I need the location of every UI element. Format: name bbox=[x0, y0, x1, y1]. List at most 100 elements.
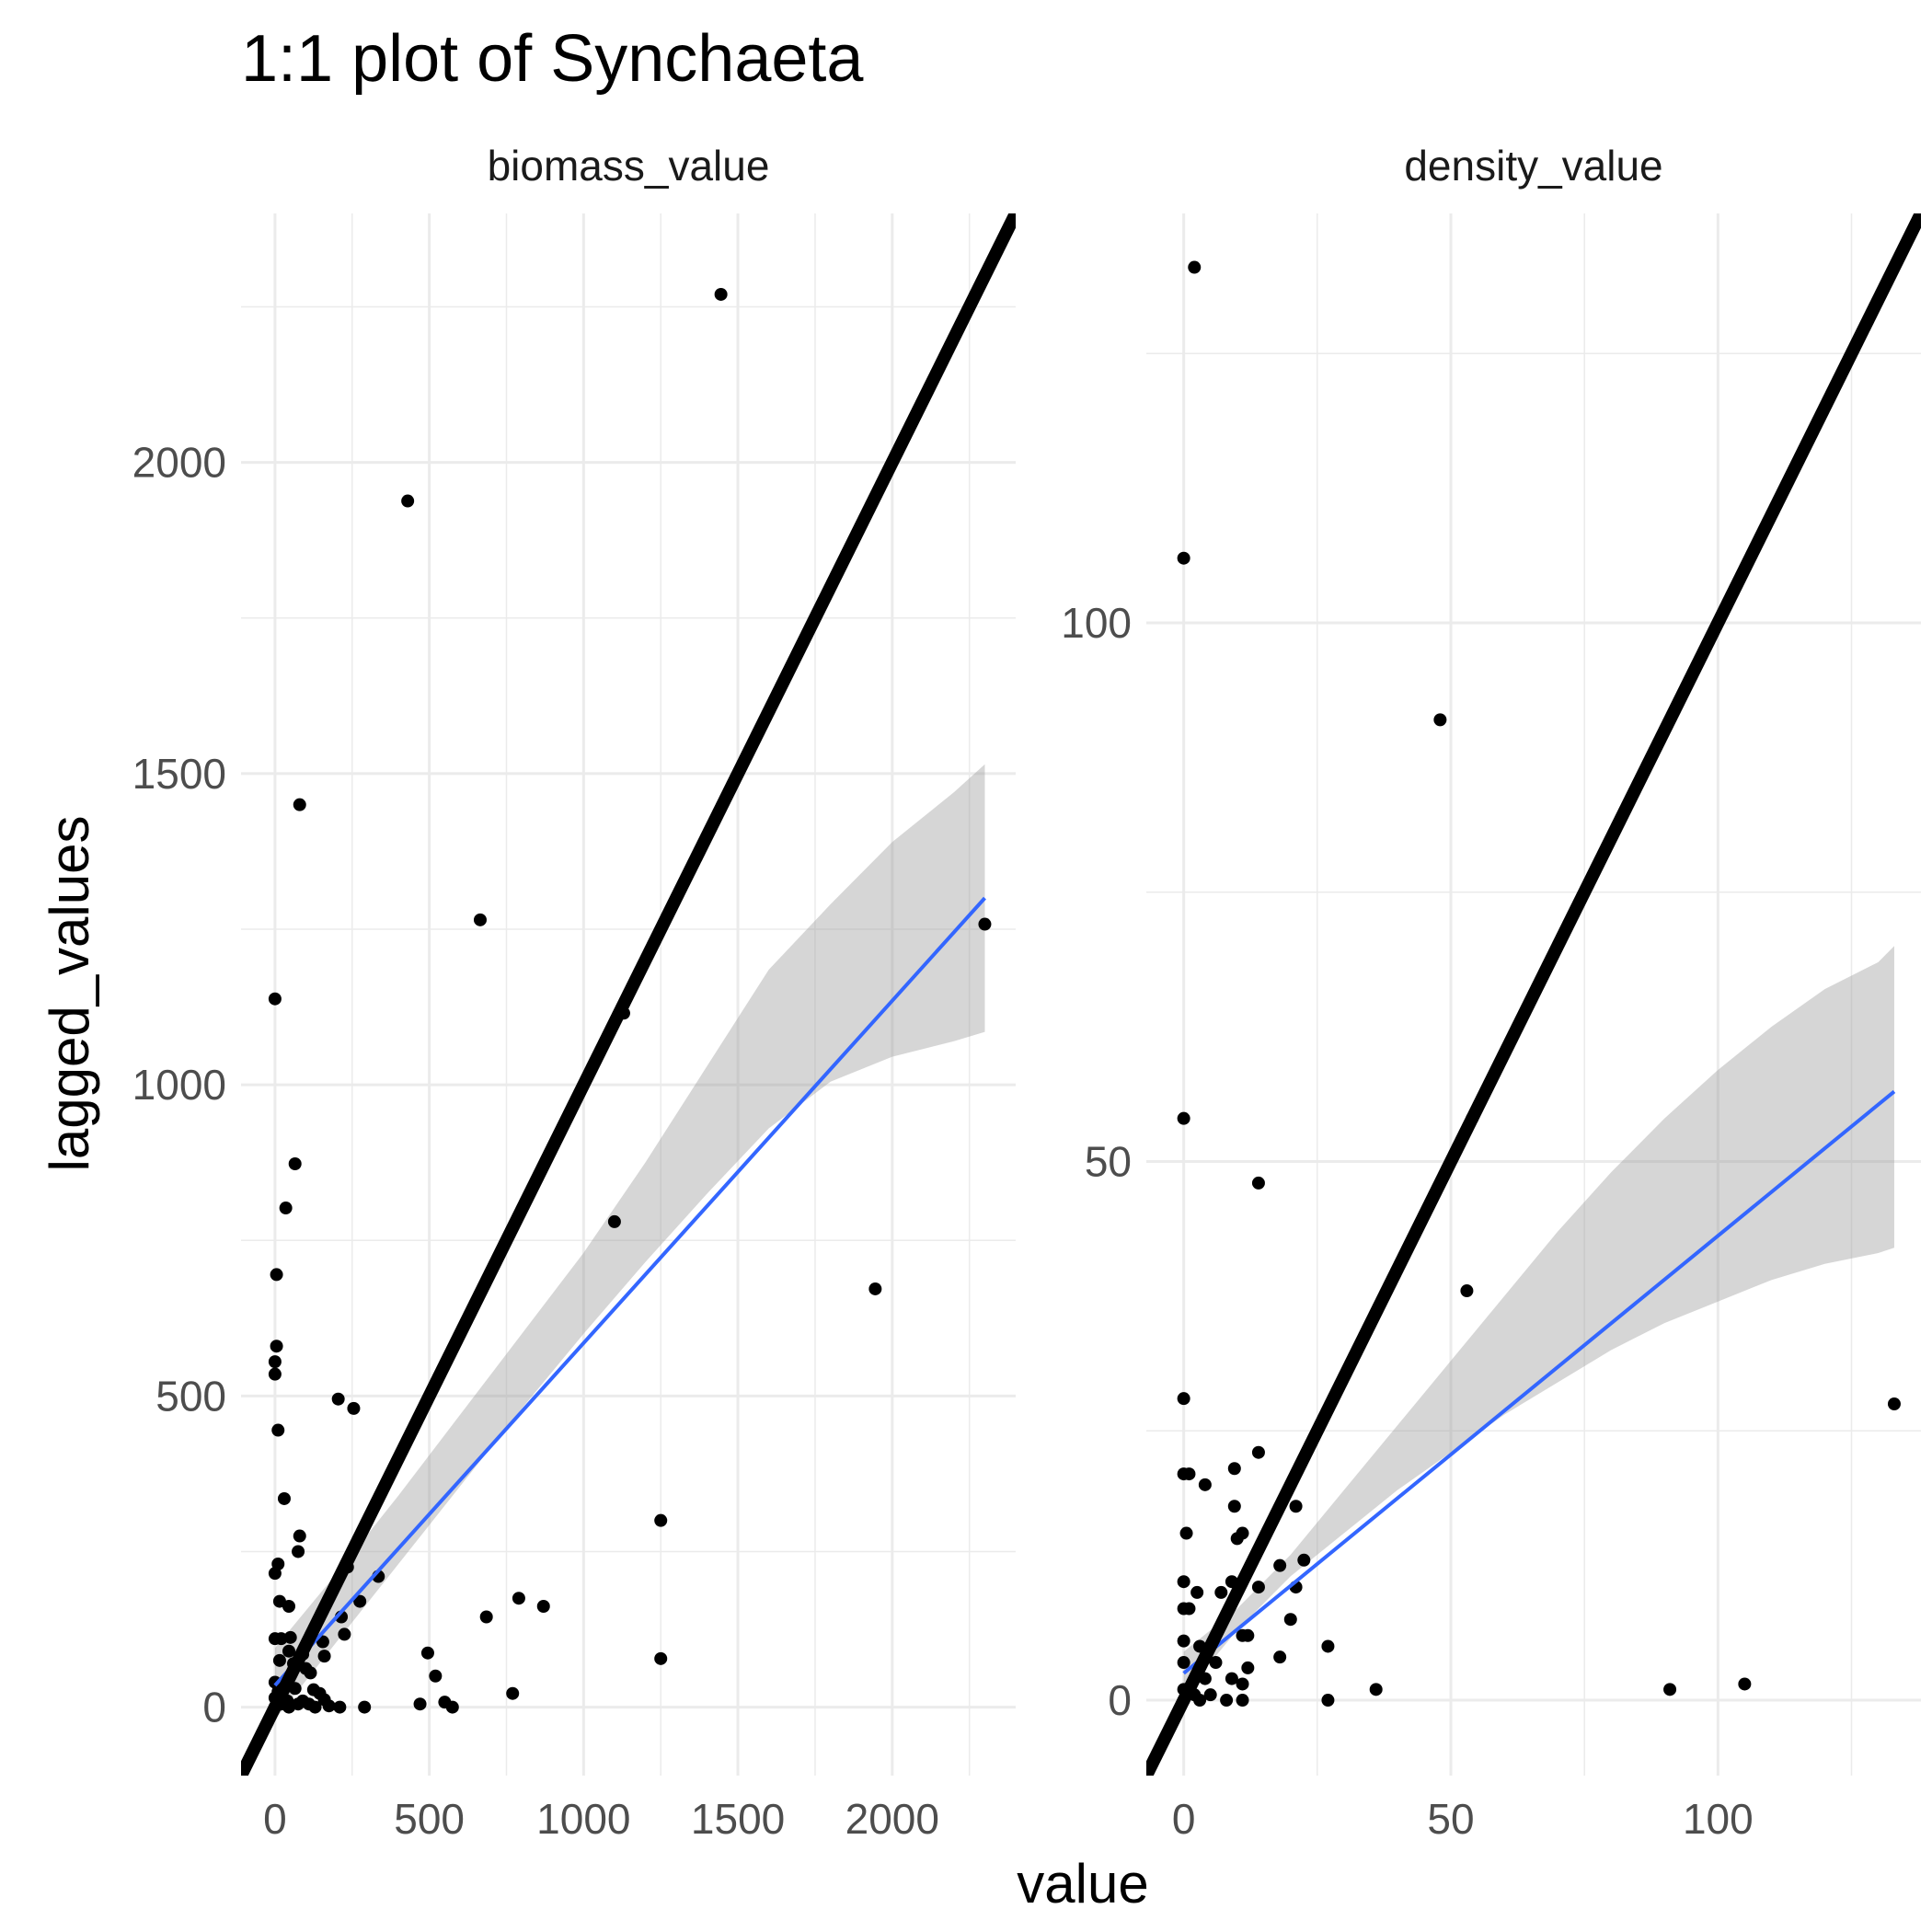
data-point bbox=[1214, 1585, 1228, 1599]
data-point bbox=[1182, 1602, 1196, 1616]
data-point bbox=[536, 1599, 550, 1613]
data-point bbox=[288, 1157, 302, 1171]
y-axis-label: lagged_values bbox=[39, 816, 100, 1172]
data-point bbox=[429, 1669, 443, 1683]
data-point bbox=[331, 1392, 345, 1406]
data-point bbox=[1177, 1575, 1190, 1589]
data-point bbox=[304, 1666, 317, 1680]
data-point bbox=[293, 798, 306, 811]
data-point bbox=[1273, 1558, 1287, 1572]
data-point bbox=[322, 1699, 336, 1713]
data-point bbox=[654, 1651, 668, 1665]
data-point bbox=[308, 1700, 322, 1714]
data-point bbox=[1251, 1445, 1265, 1459]
x-tick-label: 1000 bbox=[536, 1795, 630, 1843]
y-tick-label: 50 bbox=[1085, 1138, 1132, 1186]
plot-area bbox=[241, 213, 1016, 1776]
plot-area bbox=[1146, 213, 1921, 1776]
data-point bbox=[277, 1491, 291, 1505]
data-point bbox=[1209, 1656, 1223, 1670]
y-tick-label: 1000 bbox=[132, 1061, 226, 1109]
data-point bbox=[1289, 1500, 1303, 1513]
confidence-ribbon bbox=[1183, 946, 1894, 1696]
data-point bbox=[282, 1644, 295, 1658]
data-point bbox=[1177, 1392, 1190, 1406]
data-point bbox=[1225, 1672, 1238, 1685]
data-point bbox=[272, 1653, 286, 1667]
facet-label: density_value bbox=[1404, 142, 1662, 190]
data-point bbox=[607, 1214, 621, 1228]
x-tick-label: 500 bbox=[394, 1795, 465, 1843]
x-tick-label: 50 bbox=[1427, 1795, 1474, 1843]
data-point bbox=[1177, 1634, 1190, 1648]
data-point bbox=[317, 1650, 331, 1663]
data-point bbox=[1179, 1526, 1193, 1540]
data-point bbox=[445, 1700, 459, 1714]
data-point bbox=[347, 1401, 361, 1415]
data-point bbox=[270, 1268, 283, 1282]
data-point bbox=[358, 1700, 372, 1714]
data-point bbox=[1241, 1661, 1255, 1674]
data-point bbox=[714, 287, 728, 301]
data-point bbox=[1433, 713, 1447, 727]
data-point bbox=[1251, 1176, 1265, 1190]
data-point bbox=[292, 1545, 305, 1558]
confidence-ribbon bbox=[274, 764, 985, 1720]
x-tick-label: 1500 bbox=[691, 1795, 785, 1843]
data-point bbox=[1203, 1688, 1217, 1702]
data-point bbox=[283, 1630, 297, 1644]
data-point bbox=[1188, 260, 1202, 274]
data-point bbox=[282, 1700, 295, 1714]
data-point bbox=[401, 494, 415, 508]
data-point bbox=[1193, 1694, 1207, 1708]
data-point bbox=[279, 1202, 293, 1215]
data-point bbox=[1273, 1650, 1287, 1664]
facet-label: biomass_value bbox=[488, 142, 770, 190]
chart-title: 1:1 plot of Synchaeta bbox=[241, 22, 864, 96]
data-point bbox=[1227, 1462, 1241, 1476]
data-point bbox=[1321, 1694, 1335, 1708]
data-point bbox=[293, 1529, 306, 1543]
y-tick-label: 0 bbox=[1108, 1676, 1132, 1724]
data-point bbox=[1283, 1613, 1297, 1627]
data-point bbox=[654, 1513, 668, 1527]
data-point bbox=[1251, 1581, 1265, 1594]
x-tick-label: 0 bbox=[1172, 1795, 1196, 1843]
regression-line bbox=[1182, 1089, 1896, 1675]
data-point bbox=[868, 1282, 882, 1295]
data-point bbox=[1190, 1585, 1204, 1599]
data-point bbox=[420, 1646, 434, 1660]
data-point bbox=[268, 1367, 282, 1381]
data-point bbox=[338, 1627, 351, 1641]
data-point bbox=[1177, 1656, 1190, 1670]
data-point bbox=[1887, 1397, 1901, 1410]
data-point bbox=[1227, 1500, 1241, 1513]
data-point bbox=[413, 1697, 427, 1711]
data-point bbox=[1241, 1628, 1255, 1642]
data-point bbox=[1198, 1478, 1212, 1491]
data-point bbox=[1182, 1467, 1196, 1481]
data-point bbox=[268, 992, 282, 1006]
y-tick-label: 100 bbox=[1061, 599, 1132, 647]
data-point bbox=[1297, 1553, 1311, 1567]
data-point bbox=[268, 1355, 282, 1369]
x-axis-label: value bbox=[1017, 1853, 1148, 1915]
x-tick-label: 2000 bbox=[845, 1795, 939, 1843]
data-point bbox=[270, 1340, 283, 1353]
data-point bbox=[1321, 1639, 1335, 1653]
data-point bbox=[1177, 1111, 1190, 1125]
regression-line bbox=[273, 896, 986, 1687]
y-tick-label: 1500 bbox=[132, 750, 226, 798]
data-point bbox=[978, 917, 992, 931]
x-tick-label: 100 bbox=[1683, 1795, 1754, 1843]
x-tick-label: 0 bbox=[263, 1795, 287, 1843]
data-point bbox=[512, 1592, 525, 1605]
data-point bbox=[271, 1423, 285, 1437]
data-point bbox=[479, 1610, 493, 1624]
data-point bbox=[1663, 1683, 1677, 1696]
panel-biomass-value: biomass_value 0 500 1000 1500 2000 0 500 1000 150… bbox=[132, 142, 1016, 1843]
data-point bbox=[1738, 1677, 1752, 1691]
identity-line bbox=[241, 213, 1016, 1776]
